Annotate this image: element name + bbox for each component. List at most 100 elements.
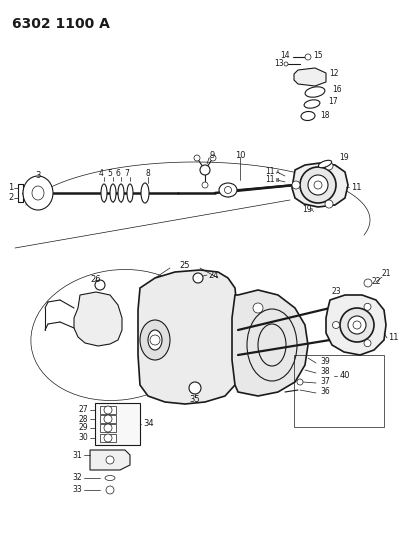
- Circle shape: [106, 486, 114, 494]
- Polygon shape: [74, 292, 122, 346]
- Circle shape: [340, 308, 374, 342]
- Bar: [100, 434, 116, 442]
- Ellipse shape: [219, 183, 237, 197]
- Text: 19: 19: [339, 154, 348, 163]
- Bar: [294, 355, 384, 427]
- Text: 11: 11: [266, 175, 275, 184]
- Text: 12: 12: [329, 69, 339, 78]
- Text: A: A: [276, 169, 280, 174]
- Text: 30: 30: [78, 433, 88, 442]
- Text: 13: 13: [274, 60, 284, 69]
- Circle shape: [364, 303, 371, 310]
- Ellipse shape: [110, 184, 116, 202]
- Text: 32: 32: [72, 473, 82, 482]
- Text: 3: 3: [35, 171, 41, 180]
- Text: 25: 25: [180, 261, 190, 270]
- Circle shape: [300, 167, 336, 203]
- Text: 26: 26: [90, 274, 101, 284]
- Text: B: B: [276, 177, 279, 182]
- Ellipse shape: [148, 330, 162, 350]
- Ellipse shape: [101, 184, 107, 202]
- Circle shape: [95, 280, 105, 290]
- Circle shape: [325, 200, 333, 208]
- Text: 9: 9: [209, 151, 214, 160]
- Polygon shape: [90, 450, 130, 470]
- Circle shape: [325, 162, 333, 170]
- Text: 8: 8: [146, 169, 151, 179]
- Text: 29: 29: [78, 424, 88, 432]
- Text: 36: 36: [320, 387, 330, 397]
- Circle shape: [284, 62, 288, 66]
- Text: 35: 35: [190, 395, 200, 405]
- Text: 6: 6: [115, 169, 120, 179]
- Text: 23: 23: [332, 287, 341, 295]
- Circle shape: [364, 340, 371, 346]
- Text: 11: 11: [388, 334, 399, 343]
- Polygon shape: [95, 403, 140, 445]
- Text: 7: 7: [124, 169, 129, 179]
- Text: 31: 31: [72, 450, 82, 459]
- Circle shape: [305, 54, 311, 60]
- Circle shape: [189, 382, 201, 394]
- Circle shape: [333, 321, 339, 328]
- Polygon shape: [138, 270, 238, 404]
- Circle shape: [210, 155, 216, 161]
- Ellipse shape: [224, 187, 231, 193]
- Text: 6302 1100 A: 6302 1100 A: [12, 17, 110, 31]
- Text: 37: 37: [320, 377, 330, 386]
- Text: 15: 15: [313, 51, 323, 60]
- Ellipse shape: [305, 87, 325, 97]
- Circle shape: [193, 273, 203, 283]
- Polygon shape: [232, 290, 308, 396]
- Ellipse shape: [32, 186, 44, 200]
- Circle shape: [348, 316, 366, 334]
- Text: 28: 28: [78, 415, 88, 424]
- Bar: [100, 424, 116, 432]
- Text: 4: 4: [99, 169, 104, 179]
- Ellipse shape: [304, 100, 320, 108]
- Circle shape: [353, 321, 361, 329]
- Circle shape: [104, 424, 112, 432]
- Text: 11: 11: [351, 182, 361, 191]
- Text: 5: 5: [108, 169, 113, 179]
- Ellipse shape: [23, 176, 53, 210]
- Text: 11: 11: [266, 167, 275, 176]
- Text: 18: 18: [320, 110, 330, 119]
- Ellipse shape: [301, 111, 315, 120]
- Text: 39: 39: [320, 358, 330, 367]
- Text: 10: 10: [235, 150, 245, 159]
- Circle shape: [104, 406, 112, 414]
- Circle shape: [297, 379, 303, 385]
- Text: 14: 14: [280, 51, 290, 60]
- Circle shape: [292, 181, 300, 189]
- Text: 1: 1: [8, 182, 13, 191]
- Circle shape: [308, 175, 328, 195]
- Circle shape: [106, 456, 114, 464]
- Ellipse shape: [127, 184, 133, 202]
- Circle shape: [194, 155, 200, 161]
- Text: 24: 24: [208, 271, 219, 279]
- Text: 34: 34: [143, 419, 154, 429]
- Circle shape: [104, 415, 112, 423]
- Ellipse shape: [141, 183, 149, 203]
- Ellipse shape: [140, 320, 170, 360]
- Text: 17: 17: [328, 98, 338, 107]
- Bar: [100, 415, 116, 423]
- Polygon shape: [292, 163, 348, 207]
- Ellipse shape: [105, 475, 115, 481]
- Bar: [100, 406, 116, 414]
- Text: 22: 22: [372, 277, 381, 286]
- Circle shape: [104, 434, 112, 442]
- Circle shape: [253, 303, 263, 313]
- Text: 21: 21: [382, 270, 392, 279]
- Text: 2: 2: [8, 192, 13, 201]
- Circle shape: [314, 181, 322, 189]
- Text: 38: 38: [320, 367, 330, 376]
- Text: 33: 33: [72, 486, 82, 495]
- Text: 19: 19: [302, 206, 312, 214]
- Text: 27: 27: [78, 406, 88, 415]
- Text: A: A: [310, 207, 314, 213]
- Ellipse shape: [318, 160, 332, 168]
- Circle shape: [364, 279, 372, 287]
- Circle shape: [150, 335, 160, 345]
